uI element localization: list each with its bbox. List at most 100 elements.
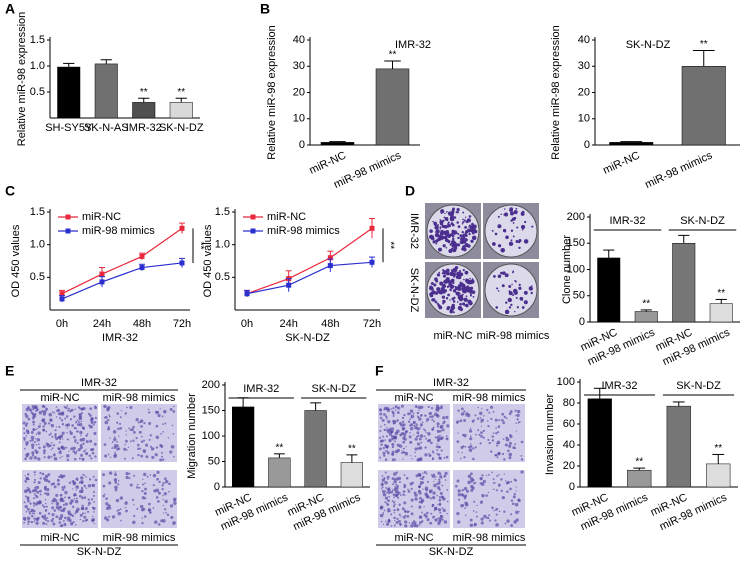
cell (416, 442, 421, 446)
cell (24, 424, 28, 427)
cell (382, 451, 386, 455)
cell (155, 446, 159, 449)
colony (516, 226, 519, 229)
colony (465, 229, 469, 234)
cell (66, 423, 71, 427)
cell (424, 415, 426, 417)
cell (60, 524, 64, 528)
cell (142, 507, 146, 511)
cell (173, 405, 175, 408)
cell (393, 524, 396, 527)
cell (26, 473, 30, 476)
cell (465, 412, 469, 416)
cell (39, 423, 42, 425)
cell (491, 471, 493, 474)
cell (439, 430, 442, 433)
cell (145, 455, 149, 459)
cell (57, 447, 60, 450)
y-axis-label: Invasion number (544, 394, 556, 476)
cell (414, 455, 416, 458)
colony (455, 275, 460, 279)
colony (464, 304, 467, 307)
cell (82, 407, 86, 411)
cell (157, 491, 161, 495)
cell (87, 412, 91, 416)
colony (439, 219, 442, 221)
cell (489, 450, 493, 453)
cell (515, 510, 519, 515)
colony (464, 270, 469, 275)
cell (417, 415, 419, 418)
marker (99, 271, 105, 277)
colony (432, 240, 436, 244)
colony (523, 300, 528, 305)
cell (111, 441, 114, 443)
cell (144, 487, 148, 491)
cell (89, 407, 93, 411)
legend-label: miR-98 mimics (82, 225, 155, 237)
cell (115, 498, 120, 503)
cell (77, 423, 80, 426)
bar (375, 68, 410, 146)
colony (443, 235, 448, 240)
legend-marker (250, 214, 256, 220)
significance: ** (642, 299, 650, 310)
cell (156, 477, 159, 481)
cell (132, 439, 135, 442)
legend-label: miR-NC (267, 211, 306, 223)
cell (133, 474, 136, 477)
cell (104, 516, 108, 520)
colony (456, 271, 461, 276)
bar (94, 63, 118, 119)
cell (123, 447, 127, 451)
colony (444, 231, 450, 236)
cell (81, 512, 85, 515)
cell (27, 499, 30, 503)
cell (77, 448, 81, 452)
cell (481, 500, 483, 503)
cell (503, 510, 506, 513)
cell (44, 480, 46, 482)
cell (73, 415, 76, 418)
cell (66, 438, 69, 441)
cell (420, 498, 425, 503)
cell (431, 450, 434, 452)
x-tick-label: 24h (279, 318, 297, 330)
cell (125, 471, 129, 476)
cell (43, 410, 47, 414)
cell (427, 405, 430, 409)
cell (26, 516, 31, 521)
cell (109, 437, 111, 439)
cell (88, 478, 92, 481)
colony (469, 286, 474, 290)
y-tick-label: 200 (567, 211, 585, 223)
colony (449, 289, 452, 292)
cell (84, 512, 86, 514)
colony (437, 224, 440, 227)
cell (58, 516, 63, 521)
cell (141, 517, 144, 519)
cell (160, 519, 164, 523)
cell (81, 437, 86, 442)
cell (163, 492, 167, 496)
colony (442, 270, 447, 275)
colony (458, 270, 462, 273)
cell (384, 450, 387, 452)
cell (487, 438, 490, 441)
cell (74, 408, 76, 411)
cell (169, 408, 173, 412)
cell (394, 420, 397, 422)
cell (495, 507, 499, 511)
cell (148, 438, 151, 441)
significance: ** (635, 457, 643, 468)
cell (461, 451, 463, 454)
cell (445, 415, 449, 420)
colony (442, 219, 445, 222)
cell (492, 410, 495, 413)
cell (107, 453, 110, 456)
colony (500, 271, 503, 275)
cell (395, 483, 398, 486)
cell (503, 473, 505, 475)
cell (68, 481, 72, 484)
cell (382, 446, 386, 450)
